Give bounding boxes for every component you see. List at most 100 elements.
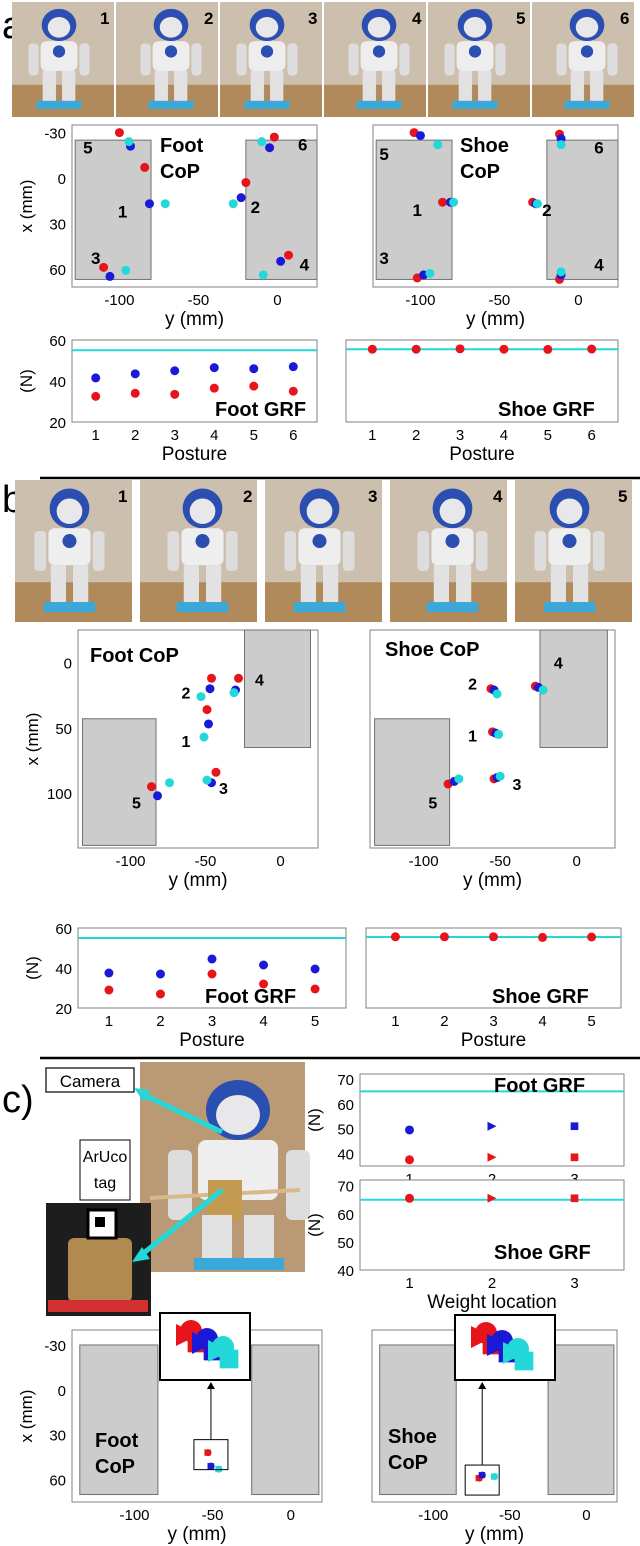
foot-outline xyxy=(539,629,608,748)
y-tick-label: 40 xyxy=(337,1263,354,1280)
data-point-cyan xyxy=(492,689,502,699)
chart-title: Shoe GRF xyxy=(492,986,589,1008)
robot-shoes xyxy=(356,100,402,109)
y-tick-label: -30 xyxy=(44,1338,66,1355)
y-tick-label: 60 xyxy=(337,1097,354,1114)
robot-shoes xyxy=(564,100,610,109)
chart-title: Shoe CoP xyxy=(388,1426,437,1474)
x-tick-label: 0 xyxy=(273,292,281,309)
robot-leg xyxy=(42,71,56,101)
tag-label-box xyxy=(79,1139,131,1201)
robot-leg xyxy=(270,71,284,101)
a-photo-number: 5 xyxy=(516,9,525,28)
data-point-red xyxy=(570,1194,579,1203)
panel-label-c: c) xyxy=(2,1079,34,1121)
posture-label: 3 xyxy=(379,249,388,268)
robot-leg xyxy=(154,71,168,101)
robot-chest xyxy=(468,45,482,58)
data-point-red xyxy=(241,178,251,188)
b-photo-3: 3 xyxy=(265,480,382,622)
plot-area xyxy=(77,927,347,1009)
robot-face xyxy=(189,498,216,525)
posture-label: 5 xyxy=(83,139,92,158)
tag-arrow-head xyxy=(132,1247,150,1262)
y-tick-label: 50 xyxy=(55,721,72,738)
tag-weight xyxy=(68,1238,132,1302)
posture-label: 2 xyxy=(182,686,191,703)
data-point-red xyxy=(211,767,221,777)
robot-face xyxy=(56,498,83,525)
chart-title: Shoe GRF xyxy=(494,1242,591,1264)
weight-photo-group: Camera ArUco tag xyxy=(45,1062,310,1316)
foot-outline xyxy=(74,139,152,280)
chart-title-line1: Foot xyxy=(160,135,204,157)
y-axis-label: x (mm) xyxy=(23,713,42,766)
data-point-cyan xyxy=(124,137,134,147)
data-point-cyan xyxy=(202,775,212,785)
y-axis-label: (N) xyxy=(23,956,42,980)
x-tick-label: -50 xyxy=(188,292,210,309)
y-tick-label: 40 xyxy=(55,961,72,978)
data-point-red xyxy=(114,128,124,138)
robot-face xyxy=(575,16,599,38)
x-tick-label: 3 xyxy=(489,1013,497,1030)
a-photo-5: 5 xyxy=(428,2,530,117)
robot-shoes xyxy=(293,602,346,613)
y-tick-label: 70 xyxy=(337,1072,354,1089)
robot-leg xyxy=(50,565,66,603)
data-point-cyan xyxy=(433,140,443,150)
data-point-cyan xyxy=(556,140,566,150)
robot-shoes xyxy=(426,602,479,613)
robot-arm xyxy=(342,531,355,571)
robot-arm xyxy=(287,43,298,76)
robot-face xyxy=(463,16,487,38)
data-point-red xyxy=(207,969,217,979)
data-point-cyan xyxy=(532,199,542,209)
robot-shoes xyxy=(176,602,229,613)
robot-leg xyxy=(458,71,472,101)
robot-face xyxy=(439,498,466,525)
x-tick-label: 0 xyxy=(573,853,581,870)
x-tick-label: 0 xyxy=(582,1507,590,1524)
robot-chest xyxy=(62,534,77,549)
x-tick-label: 4 xyxy=(500,427,508,444)
b-photo-5: 5 xyxy=(515,480,632,622)
chart-title-line2: CoP xyxy=(388,1452,428,1474)
data-point-blue xyxy=(259,960,269,970)
inset-marker-cyan xyxy=(514,1351,534,1371)
chart-title: Foot GRF xyxy=(494,1075,585,1097)
data-point-red xyxy=(439,932,449,942)
robot-chest xyxy=(195,534,210,549)
data-point-blue xyxy=(170,366,180,376)
data-point-cyan xyxy=(196,692,206,702)
data-point-red xyxy=(487,1193,497,1203)
robot-face xyxy=(47,16,71,38)
chart-title: Shoe GRF xyxy=(498,399,595,421)
robot-chest xyxy=(52,45,66,58)
y-tick-label: 60 xyxy=(55,921,72,938)
data-point-red xyxy=(259,979,269,989)
chart-title-line1: Shoe xyxy=(460,135,509,157)
chart-title: Foot GRF xyxy=(215,399,306,421)
data-point-blue xyxy=(288,362,298,372)
posture-label: 1 xyxy=(118,202,127,221)
y-tick-label: 60 xyxy=(337,1207,354,1224)
foot-outline xyxy=(374,718,451,846)
b-photo-number: 4 xyxy=(493,487,503,506)
robot-arm xyxy=(236,43,247,76)
data-point-red xyxy=(438,197,448,207)
x-tick-label: 1 xyxy=(391,1013,399,1030)
robot-leg xyxy=(250,71,264,101)
data-point-cyan xyxy=(494,729,504,739)
x-tick-label: -100 xyxy=(405,292,435,309)
a-photo-number: 6 xyxy=(620,9,629,28)
posture-label: 5 xyxy=(132,795,141,812)
data-point-red xyxy=(411,344,421,354)
data-point-cyan xyxy=(165,778,174,788)
a-photo-number: 1 xyxy=(100,9,109,28)
y-tick-label: 20 xyxy=(49,415,66,432)
robot-leg xyxy=(570,71,584,101)
chart-title-line2: CoP xyxy=(95,1456,135,1478)
b-photo-2: 2 xyxy=(140,480,257,622)
